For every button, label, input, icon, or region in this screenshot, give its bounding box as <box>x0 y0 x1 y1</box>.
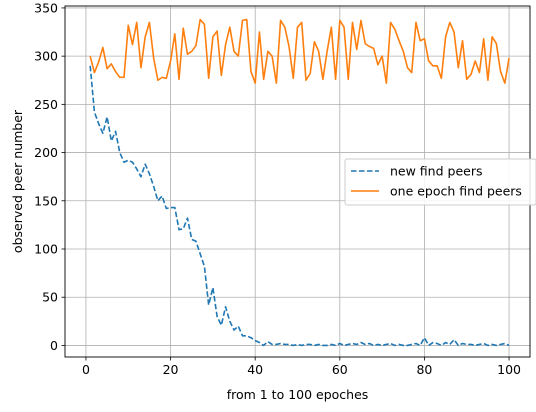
y-tick-label: 0 <box>50 338 58 353</box>
y-tick-label: 200 <box>34 145 58 160</box>
x-tick-label: 40 <box>247 362 263 377</box>
x-axis-ticks: 0 20 40 60 80 100 <box>82 357 521 377</box>
y-tick-label: 50 <box>42 290 58 305</box>
x-tick-label: 0 <box>82 362 90 377</box>
legend-label-one-epoch-find-peers: one epoch find peers <box>390 184 522 199</box>
y-tick-label: 150 <box>34 193 58 208</box>
x-tick-label: 80 <box>416 362 432 377</box>
x-axis-label: from 1 to 100 epoches <box>227 387 369 402</box>
series-line-new-find-peers <box>89 65 510 347</box>
x-tick-label: 20 <box>163 362 179 377</box>
series-line-one-epoch-find-peers <box>89 18 510 84</box>
legend: new find peers one epoch find peers <box>344 158 536 206</box>
y-tick-label: 100 <box>34 242 58 257</box>
y-tick-label: 250 <box>34 97 58 112</box>
y-axis-label: observed peer number <box>10 109 25 253</box>
series-layer <box>89 18 510 347</box>
x-tick-label: 60 <box>332 362 348 377</box>
legend-label-new-find-peers: new find peers <box>390 164 482 179</box>
y-tick-label: 300 <box>34 49 58 64</box>
legend-box <box>344 158 536 206</box>
y-axis-ticks: 0 50 100 150 200 250 300 350 <box>34 0 65 353</box>
y-tick-label: 350 <box>34 0 58 15</box>
x-tick-label: 100 <box>497 362 521 377</box>
